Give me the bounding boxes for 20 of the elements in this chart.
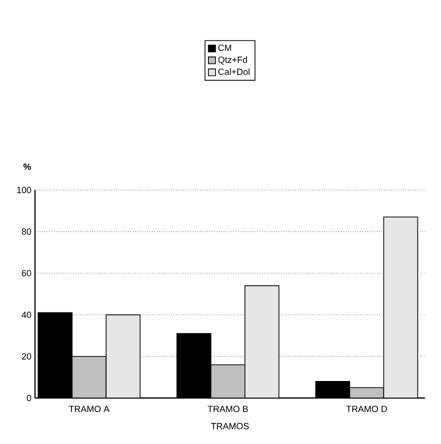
- bar: [106, 314, 141, 398]
- bar: [349, 387, 384, 398]
- y-tick-label: 100: [17, 186, 32, 194]
- y-tick-label: 80: [22, 228, 32, 235]
- legend-label: Cal+Dol: [218, 68, 250, 75]
- y-tick-label: 20: [22, 353, 32, 360]
- bar: [244, 285, 280, 398]
- bar: [210, 364, 246, 398]
- x-tick-label: TRAMO B: [208, 406, 248, 412]
- x-axis-title: TRAMOS: [211, 422, 249, 430]
- x-tick-label: TRAMO A: [68, 406, 110, 412]
- y-tick-label: 60: [22, 270, 32, 276]
- bar: [72, 356, 107, 398]
- x-tick-label: TRAMO D: [346, 406, 387, 412]
- y-tick-label: 40: [22, 312, 32, 318]
- bar: [383, 216, 418, 398]
- legend-label: CM: [218, 44, 232, 51]
- y-axis-title: %: [23, 164, 31, 170]
- y-tick-label: 0: [26, 394, 32, 402]
- legend-label: Qtz+Fd: [218, 56, 247, 65]
